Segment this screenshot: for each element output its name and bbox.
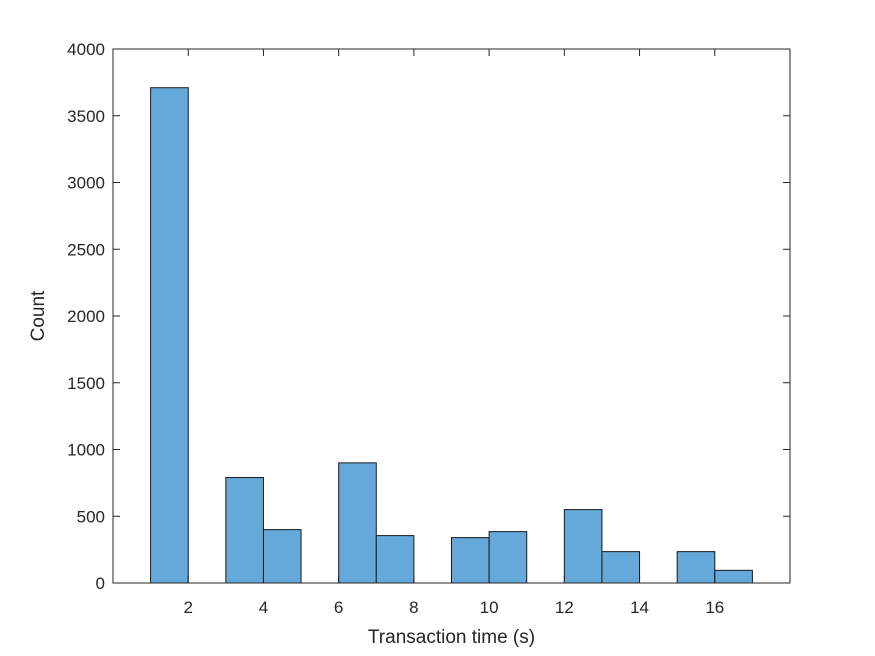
x-tick-label: 16 xyxy=(705,598,724,617)
y-tick-label: 500 xyxy=(77,507,105,526)
histogram-bar-8 xyxy=(601,551,641,584)
histogram-bar-4 xyxy=(375,535,415,584)
x-tick-label: 10 xyxy=(480,598,499,617)
histogram-bar-10 xyxy=(714,569,753,584)
x-axis-ticks: 2 4 6 8 10 12 14 16 xyxy=(183,49,724,617)
y-tick-label: 1500 xyxy=(67,374,105,393)
x-axis-label: Transaction time (s) xyxy=(368,627,535,648)
y-tick-label: 1000 xyxy=(67,441,105,460)
histogram-bar-3 xyxy=(338,462,377,584)
x-tick-label: 2 xyxy=(183,598,192,617)
y-axis-label: Count xyxy=(28,290,49,341)
x-tick-label: 6 xyxy=(334,598,343,617)
y-tick-label: 3500 xyxy=(67,107,105,126)
y-axis-ticks: 0 500 1000 1500 2000 2500 3000 3500 4000 xyxy=(67,40,790,593)
histogram-bar-1 xyxy=(225,477,264,584)
bars-group xyxy=(150,87,753,584)
x-tick-label: 14 xyxy=(630,598,649,617)
x-tick-label: 8 xyxy=(409,598,418,617)
y-tick-label: 2000 xyxy=(67,307,105,326)
y-tick-label: 3000 xyxy=(67,174,105,193)
histogram-bar-2 xyxy=(262,529,302,584)
y-tick-label: 0 xyxy=(96,574,105,593)
histogram-bar-7 xyxy=(563,509,603,584)
y-tick-label: 2500 xyxy=(67,240,105,259)
x-tick-label: 4 xyxy=(259,598,268,617)
histogram-bar-6 xyxy=(488,531,528,584)
histogram-bar-5 xyxy=(451,537,490,584)
histogram-bar-9 xyxy=(676,551,716,584)
plot-frame xyxy=(112,48,791,584)
histogram-bar-0 xyxy=(150,87,189,584)
y-tick-label: 4000 xyxy=(67,40,105,59)
x-tick-label: 12 xyxy=(555,598,574,617)
